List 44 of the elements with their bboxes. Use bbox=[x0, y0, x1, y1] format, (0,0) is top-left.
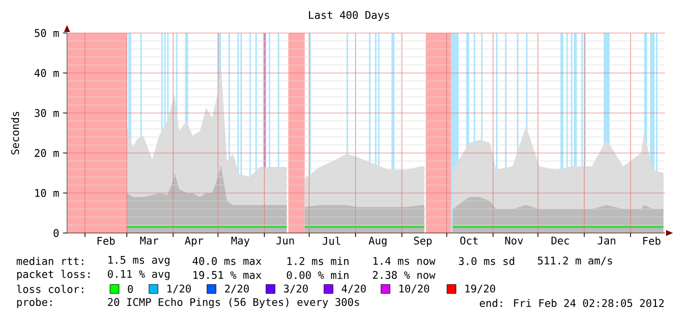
text: 1.2 ms min bbox=[287, 256, 348, 266]
y-tick-label: 0 bbox=[54, 229, 59, 237]
y-tick-label: 10 m bbox=[35, 189, 59, 197]
text: 10/20 bbox=[399, 284, 430, 294]
text: packet loss: bbox=[17, 270, 90, 280]
x-tick-label: Mar bbox=[140, 236, 158, 244]
text: 1/20 bbox=[167, 284, 191, 294]
text: 0 bbox=[128, 285, 133, 293]
text: 1.5 ms avg bbox=[108, 256, 170, 266]
text: median rtt: bbox=[16, 256, 84, 266]
x-tick-label: Feb bbox=[643, 236, 660, 245]
text: 2.38 % now bbox=[372, 271, 436, 279]
x-tick-label: Feb bbox=[98, 236, 115, 245]
text: 20 ICMP Echo Pings (56 Bytes) every 300s bbox=[108, 298, 359, 308]
x-tick-label: Dec bbox=[552, 236, 569, 244]
y-tick-label: 40 m bbox=[34, 69, 59, 77]
text: loss color: bbox=[17, 284, 84, 294]
text: 2/20 bbox=[224, 284, 249, 294]
text: 4/20 bbox=[342, 284, 366, 294]
text: 3/20 bbox=[284, 284, 308, 294]
x-tick-label: Jun bbox=[276, 236, 294, 244]
text: 3.0 ms sd bbox=[458, 256, 514, 266]
text: 40.0 ms max bbox=[192, 257, 262, 265]
text: 0.00 % min bbox=[286, 270, 348, 280]
y-tick-label: 50 m bbox=[34, 29, 59, 37]
y-tick-label: 20 m bbox=[34, 149, 59, 157]
x-tick-label: Apr bbox=[184, 236, 204, 247]
text: 511.2 m am/s bbox=[538, 256, 612, 266]
x-tick-label: Nov bbox=[505, 236, 523, 244]
x-tick-label: Jul bbox=[322, 236, 340, 245]
text: 0.11 % avg bbox=[108, 270, 170, 280]
y-axis-title: Seconds bbox=[10, 112, 20, 154]
text: 19.51 % max bbox=[193, 271, 262, 279]
y-tick-label: 30 m bbox=[34, 109, 59, 117]
text: end: Fri Feb 24 02:28:05 2012 bbox=[480, 298, 664, 308]
text: 1.4 ms now bbox=[373, 257, 436, 265]
x-tick-label: Sep bbox=[414, 236, 432, 247]
x-tick-label: Oct bbox=[460, 236, 478, 245]
text: 19/20 bbox=[465, 284, 496, 294]
x-tick-label: Aug bbox=[368, 236, 386, 247]
x-tick-label: Jan bbox=[598, 236, 616, 244]
chart-title: Last 400 Days bbox=[309, 11, 390, 21]
x-tick-label: May bbox=[231, 236, 250, 247]
text: probe: bbox=[17, 298, 52, 308]
